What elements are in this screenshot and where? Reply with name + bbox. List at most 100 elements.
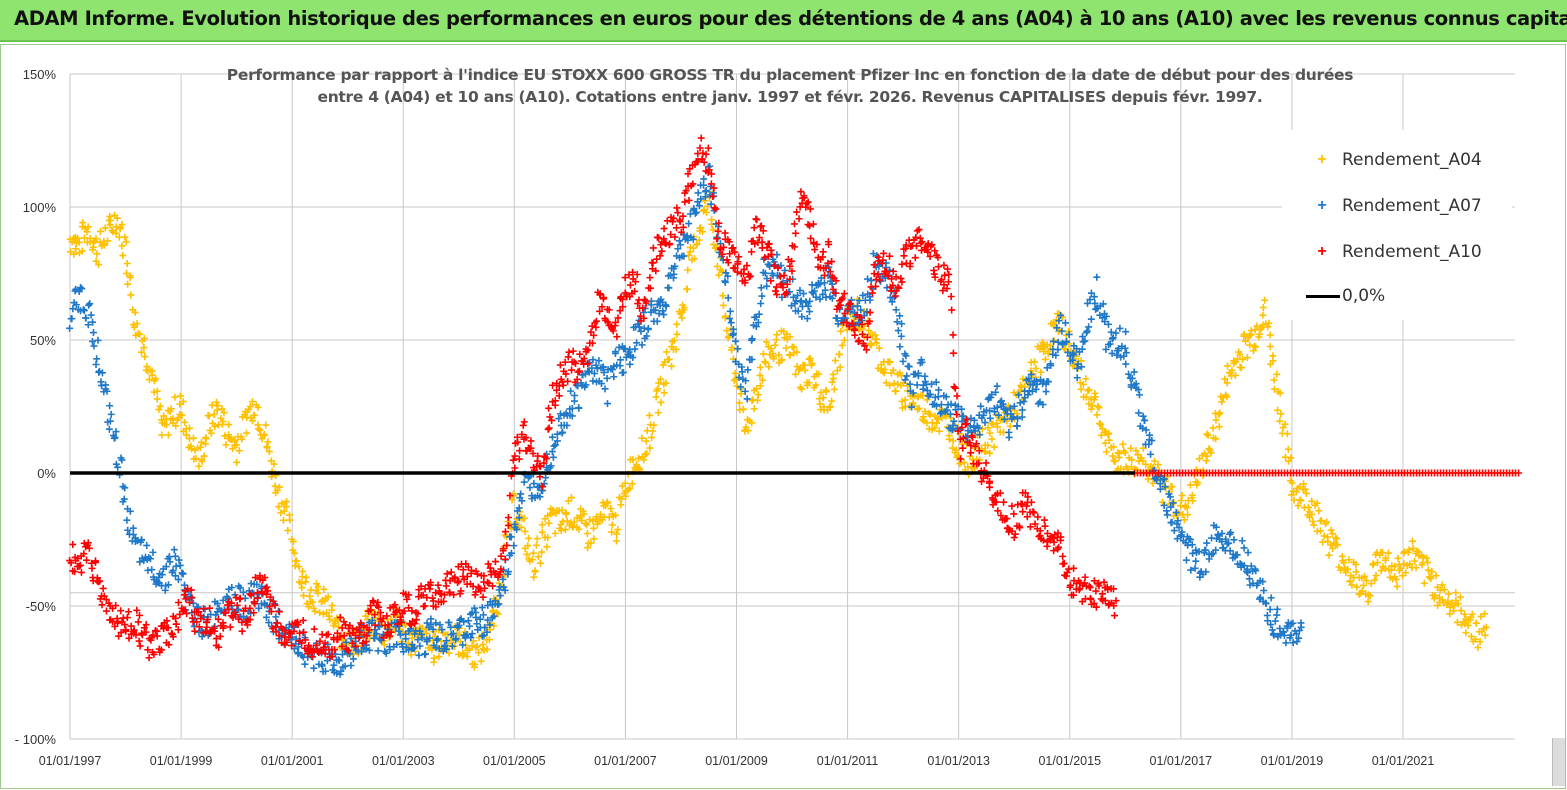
data-point [436,621,444,629]
data-point [1128,374,1136,382]
data-point [1166,493,1174,501]
data-point [596,307,604,315]
data-point [447,568,455,576]
data-point [1195,547,1203,555]
data-point [751,240,759,248]
data-point [1147,450,1155,458]
data-point [992,388,1000,396]
data-point [605,306,613,314]
data-point [172,562,180,570]
data-point [1111,457,1119,465]
data-point [1189,497,1197,505]
data-point [477,587,485,595]
data-point [649,244,657,252]
data-point [1010,402,1018,410]
data-point [1446,610,1454,618]
data-point [788,267,796,275]
data-point [76,561,84,569]
data-point [993,423,1001,431]
data-point [530,480,538,488]
data-point [707,200,715,208]
data-point [1246,341,1254,349]
data-point [481,584,489,592]
data-point [960,459,968,467]
data-point [69,540,77,548]
scrollbar-corner[interactable] [1552,738,1565,786]
data-point [598,303,606,311]
data-point [203,623,211,631]
data-point [1233,551,1241,559]
data-point [628,480,636,488]
data-point [429,625,437,633]
data-point [724,259,732,267]
data-point [940,281,948,289]
data-point [443,645,451,653]
data-point [428,646,436,654]
data-point [340,632,348,640]
data-point [282,503,290,511]
data-point [460,618,468,626]
data-point [935,427,943,435]
data-point [763,275,771,283]
series-rendement-a04 [66,187,1490,671]
data-point [725,332,733,340]
data-point [826,402,834,410]
data-point [417,582,425,590]
data-point [1352,560,1360,568]
data-point [639,304,647,312]
data-point [1026,523,1034,531]
data-point [511,464,519,472]
data-point [1134,386,1142,394]
data-point [958,405,966,413]
data-point [739,405,747,413]
data-point [1243,354,1251,362]
data-point [347,635,355,643]
data-point [1270,385,1278,393]
data-point [932,378,940,386]
data-point [1018,413,1026,421]
data-point [336,633,344,641]
data-point [358,648,366,656]
data-point [836,301,844,309]
data-point [1371,576,1379,584]
data-point [1452,589,1460,597]
data-point [172,620,180,628]
data-point [1329,544,1337,552]
data-point [999,400,1007,408]
data-point [1325,551,1333,559]
data-point [744,427,752,435]
data-point [179,570,187,578]
data-point [182,431,190,439]
data-point [1160,501,1168,509]
data-point [1264,323,1272,331]
data-point [866,308,874,316]
data-point [98,601,106,609]
data-point [676,241,684,249]
data-point [441,641,449,649]
data-point [892,387,900,395]
data-point [947,400,955,408]
data-point [995,411,1003,419]
data-point [123,614,131,622]
x-tick-label: 01/01/2001 [261,754,324,768]
data-point [1114,449,1122,457]
x-tick-label: 01/01/2013 [927,754,990,768]
data-point [1317,517,1325,525]
data-point [1014,415,1022,423]
data-point [426,634,434,642]
data-point [271,601,279,609]
data-point [701,193,709,201]
data-point [954,427,962,435]
data-point [667,231,675,239]
data-point [101,224,109,232]
data-point [671,233,679,241]
data-point [742,377,750,385]
data-point [674,209,682,217]
data-point [643,449,651,457]
data-point [214,402,222,410]
data-point [822,386,830,394]
data-point [1221,375,1229,383]
data-point [576,350,584,358]
data-point [583,530,591,538]
data-point [831,289,839,297]
